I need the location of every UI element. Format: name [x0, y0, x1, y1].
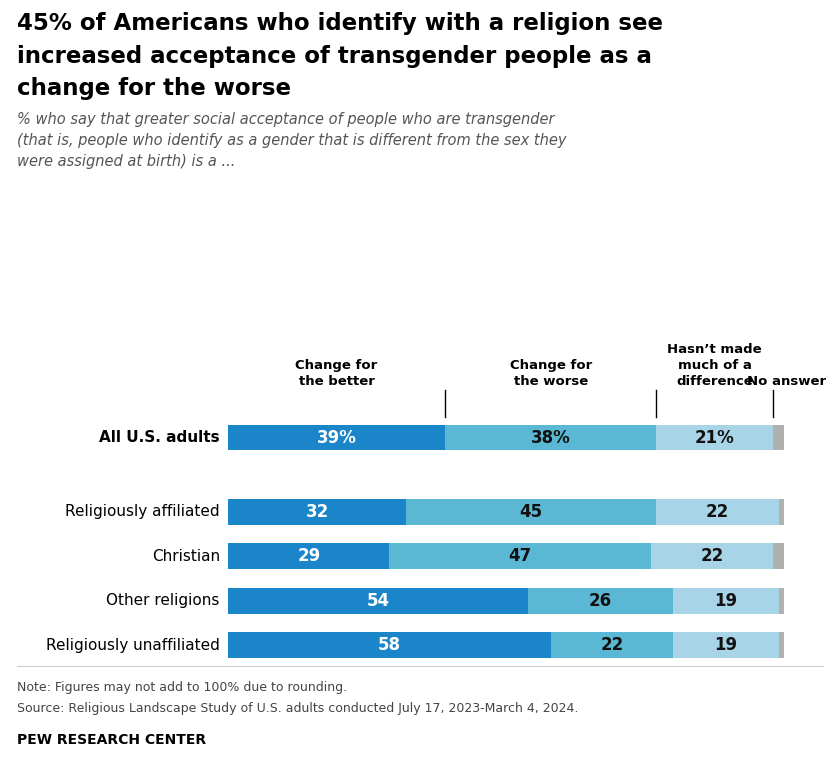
- Text: Other religions: Other religions: [107, 593, 220, 608]
- Bar: [390, 544, 651, 569]
- Text: PEW RESEARCH CENTER: PEW RESEARCH CENTER: [17, 733, 206, 747]
- Bar: [673, 588, 779, 614]
- Bar: [779, 632, 785, 658]
- Text: 32: 32: [306, 503, 328, 521]
- Text: 45: 45: [520, 503, 543, 521]
- Text: change for the worse: change for the worse: [17, 77, 291, 100]
- Text: 29: 29: [297, 547, 320, 565]
- Text: increased acceptance of transgender people as a: increased acceptance of transgender peop…: [17, 45, 652, 68]
- Bar: [228, 588, 528, 614]
- Text: 47: 47: [508, 547, 532, 565]
- Text: Religiously unaffiliated: Religiously unaffiliated: [46, 638, 220, 653]
- Bar: [673, 632, 779, 658]
- Text: All U.S. adults: All U.S. adults: [99, 430, 220, 445]
- Bar: [773, 425, 785, 450]
- Text: Note: Figures may not add to 100% due to rounding.: Note: Figures may not add to 100% due to…: [17, 681, 347, 695]
- Text: 22: 22: [600, 636, 623, 654]
- Text: 26: 26: [589, 591, 612, 610]
- Text: 21%: 21%: [695, 429, 734, 447]
- Text: 58: 58: [378, 636, 401, 654]
- Text: 54: 54: [367, 591, 390, 610]
- Text: Hasn’t made
much of a
difference: Hasn’t made much of a difference: [667, 343, 762, 388]
- Bar: [779, 588, 785, 614]
- Bar: [228, 632, 551, 658]
- Bar: [528, 588, 673, 614]
- Text: No answer: No answer: [748, 375, 827, 388]
- Text: 22: 22: [706, 503, 729, 521]
- Text: Source: Religious Landscape Study of U.S. adults conducted July 17, 2023-March 4: Source: Religious Landscape Study of U.S…: [17, 702, 578, 715]
- Text: 19: 19: [714, 591, 738, 610]
- Bar: [228, 544, 390, 569]
- Text: Christian: Christian: [152, 549, 220, 564]
- Bar: [656, 499, 779, 524]
- Text: Change for
the worse: Change for the worse: [510, 359, 591, 388]
- Bar: [406, 499, 656, 524]
- Bar: [656, 425, 773, 450]
- Bar: [551, 632, 673, 658]
- Text: 38%: 38%: [531, 429, 570, 447]
- Text: 39%: 39%: [317, 429, 356, 447]
- Text: Religiously affiliated: Religiously affiliated: [66, 504, 220, 519]
- Bar: [779, 499, 785, 524]
- Bar: [651, 544, 773, 569]
- Text: 45% of Americans who identify with a religion see: 45% of Americans who identify with a rel…: [17, 12, 663, 35]
- Bar: [773, 544, 785, 569]
- Text: 22: 22: [701, 547, 723, 565]
- Text: Change for
the better: Change for the better: [296, 359, 378, 388]
- Text: % who say that greater social acceptance of people who are transgender
(that is,: % who say that greater social acceptance…: [17, 112, 566, 169]
- Bar: [445, 425, 656, 450]
- Bar: [228, 425, 445, 450]
- Bar: [228, 499, 406, 524]
- Text: 19: 19: [714, 636, 738, 654]
